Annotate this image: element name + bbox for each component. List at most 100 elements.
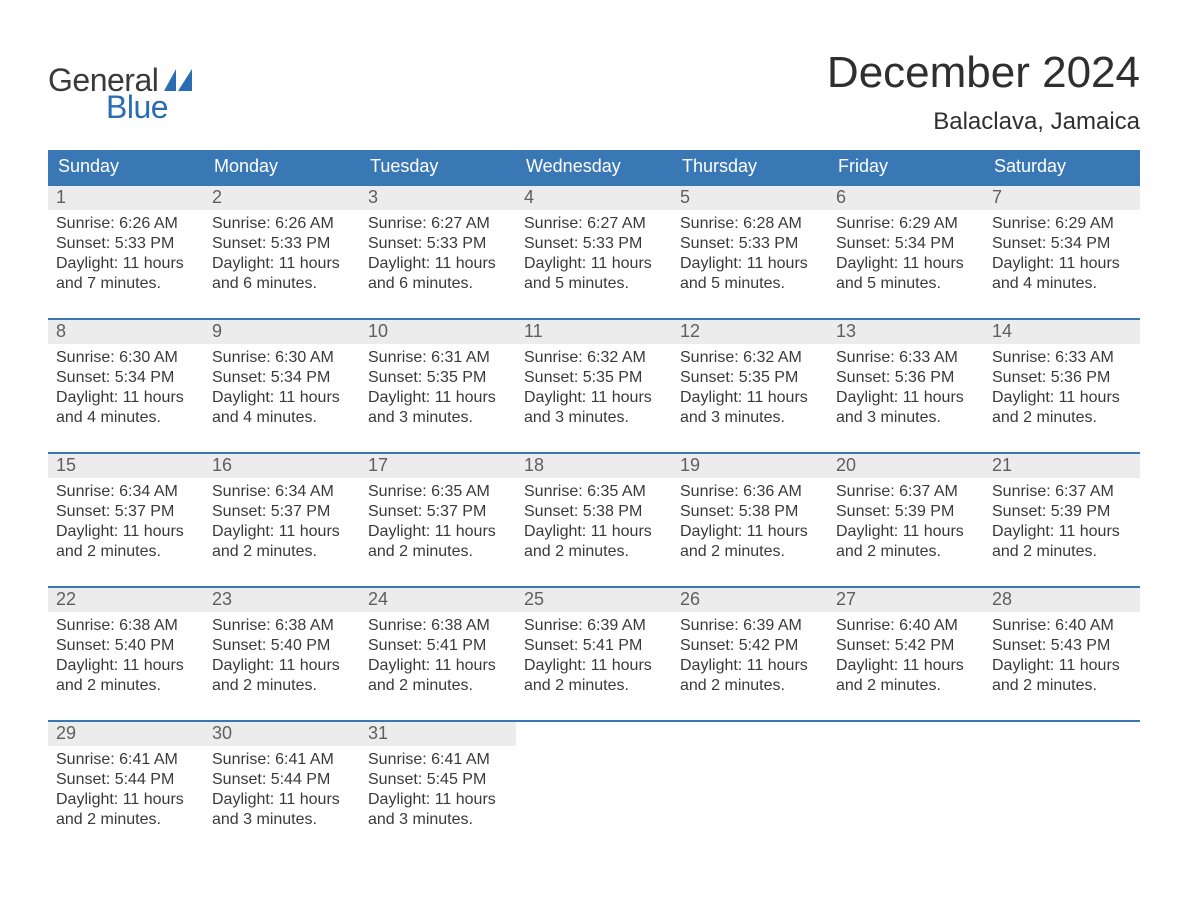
daylight-line: Daylight: 11 hours and 2 minutes. [680,522,820,562]
sunrise-line: Sunrise: 6:28 AM [680,214,820,234]
day-cell: 31Sunrise: 6:41 AMSunset: 5:45 PMDayligh… [360,722,516,840]
day-details: Sunrise: 6:30 AMSunset: 5:34 PMDaylight:… [204,344,360,428]
sunset-line: Sunset: 5:33 PM [524,234,664,254]
day-cell: 26Sunrise: 6:39 AMSunset: 5:42 PMDayligh… [672,588,828,706]
sunset-line: Sunset: 5:38 PM [524,502,664,522]
sunset-line: Sunset: 5:34 PM [836,234,976,254]
sunset-line: Sunset: 5:42 PM [836,636,976,656]
day-details: Sunrise: 6:27 AMSunset: 5:33 PMDaylight:… [516,210,672,294]
day-details: Sunrise: 6:26 AMSunset: 5:33 PMDaylight:… [204,210,360,294]
day-details: Sunrise: 6:26 AMSunset: 5:33 PMDaylight:… [48,210,204,294]
sunrise-line: Sunrise: 6:38 AM [368,616,508,636]
sunset-line: Sunset: 5:38 PM [680,502,820,522]
daylight-line: Daylight: 11 hours and 6 minutes. [368,254,508,294]
daylight-line: Daylight: 11 hours and 2 minutes. [836,522,976,562]
day-cell: 9Sunrise: 6:30 AMSunset: 5:34 PMDaylight… [204,320,360,438]
daylight-line: Daylight: 11 hours and 7 minutes. [56,254,196,294]
sunset-line: Sunset: 5:44 PM [212,770,352,790]
sunrise-line: Sunrise: 6:26 AM [212,214,352,234]
sunrise-line: Sunrise: 6:33 AM [992,348,1132,368]
day-details: Sunrise: 6:39 AMSunset: 5:42 PMDaylight:… [672,612,828,696]
sunrise-line: Sunrise: 6:41 AM [56,750,196,770]
sunrise-line: Sunrise: 6:29 AM [992,214,1132,234]
day-number: 7 [984,186,1140,210]
day-details: Sunrise: 6:34 AMSunset: 5:37 PMDaylight:… [204,478,360,562]
sunset-line: Sunset: 5:41 PM [524,636,664,656]
day-cell: 3Sunrise: 6:27 AMSunset: 5:33 PMDaylight… [360,186,516,304]
day-details: Sunrise: 6:41 AMSunset: 5:44 PMDaylight:… [204,746,360,830]
day-cell: 1Sunrise: 6:26 AMSunset: 5:33 PMDaylight… [48,186,204,304]
day-number: 30 [204,722,360,746]
daylight-line: Daylight: 11 hours and 2 minutes. [836,656,976,696]
day-number: 9 [204,320,360,344]
sunrise-line: Sunrise: 6:38 AM [56,616,196,636]
sunrise-line: Sunrise: 6:36 AM [680,482,820,502]
daylight-line: Daylight: 11 hours and 5 minutes. [680,254,820,294]
day-number: 16 [204,454,360,478]
daylight-line: Daylight: 11 hours and 3 minutes. [524,388,664,428]
sunset-line: Sunset: 5:35 PM [368,368,508,388]
day-number: 29 [48,722,204,746]
sunrise-line: Sunrise: 6:31 AM [368,348,508,368]
day-cell: 23Sunrise: 6:38 AMSunset: 5:40 PMDayligh… [204,588,360,706]
header: General Blue December 2024 Balaclava, Ja… [48,48,1140,136]
day-number: 23 [204,588,360,612]
weekday-header: Tuesday [360,150,516,184]
day-details: Sunrise: 6:29 AMSunset: 5:34 PMDaylight:… [828,210,984,294]
daylight-line: Daylight: 11 hours and 4 minutes. [56,388,196,428]
sunset-line: Sunset: 5:43 PM [992,636,1132,656]
day-cell: 22Sunrise: 6:38 AMSunset: 5:40 PMDayligh… [48,588,204,706]
day-details: Sunrise: 6:38 AMSunset: 5:40 PMDaylight:… [204,612,360,696]
day-cell: 4Sunrise: 6:27 AMSunset: 5:33 PMDaylight… [516,186,672,304]
sunrise-line: Sunrise: 6:34 AM [56,482,196,502]
calendar: Sunday Monday Tuesday Wednesday Thursday… [48,150,1140,840]
sunrise-line: Sunrise: 6:40 AM [992,616,1132,636]
day-number: 13 [828,320,984,344]
sunrise-line: Sunrise: 6:32 AM [524,348,664,368]
week-row: 8Sunrise: 6:30 AMSunset: 5:34 PMDaylight… [48,318,1140,438]
day-number: 31 [360,722,516,746]
week-row: 1Sunrise: 6:26 AMSunset: 5:33 PMDaylight… [48,184,1140,304]
day-number: 22 [48,588,204,612]
day-number: 28 [984,588,1140,612]
day-details: Sunrise: 6:40 AMSunset: 5:43 PMDaylight:… [984,612,1140,696]
sunrise-line: Sunrise: 6:26 AM [56,214,196,234]
weekday-header: Saturday [984,150,1140,184]
sunset-line: Sunset: 5:35 PM [680,368,820,388]
day-cell: 30Sunrise: 6:41 AMSunset: 5:44 PMDayligh… [204,722,360,840]
day-cell: 28Sunrise: 6:40 AMSunset: 5:43 PMDayligh… [984,588,1140,706]
sunrise-line: Sunrise: 6:27 AM [524,214,664,234]
day-number: 14 [984,320,1140,344]
day-cell: 13Sunrise: 6:33 AMSunset: 5:36 PMDayligh… [828,320,984,438]
day-cell: 27Sunrise: 6:40 AMSunset: 5:42 PMDayligh… [828,588,984,706]
day-details: Sunrise: 6:41 AMSunset: 5:44 PMDaylight:… [48,746,204,830]
daylight-line: Daylight: 11 hours and 3 minutes. [212,790,352,830]
sunrise-line: Sunrise: 6:35 AM [524,482,664,502]
day-details: Sunrise: 6:34 AMSunset: 5:37 PMDaylight:… [48,478,204,562]
day-cell: 19 Sunrise: 6:36 AMSunset: 5:38 PMDayligh… [672,454,828,572]
day-number: 18 [516,454,672,478]
sunset-line: Sunset: 5:36 PM [992,368,1132,388]
sunset-line: Sunset: 5:34 PM [992,234,1132,254]
day-cell [984,722,1140,840]
sunset-line: Sunset: 5:39 PM [836,502,976,522]
daylight-line: Daylight: 11 hours and 3 minutes. [836,388,976,428]
sunset-line: Sunset: 5:33 PM [56,234,196,254]
day-number: 12 [672,320,828,344]
sail-icon [164,69,192,96]
day-number: 6 [828,186,984,210]
page-title: December 2024 [827,48,1140,98]
day-details: Sunrise: 6:29 AMSunset: 5:34 PMDaylight:… [984,210,1140,294]
weekday-header: Sunday [48,150,204,184]
daylight-line: Daylight: 11 hours and 3 minutes. [368,388,508,428]
sunset-line: Sunset: 5:37 PM [56,502,196,522]
day-number: 24 [360,588,516,612]
daylight-line: Daylight: 11 hours and 2 minutes. [524,522,664,562]
day-number: 19 [672,454,828,478]
daylight-line: Daylight: 11 hours and 2 minutes. [992,522,1132,562]
day-cell: 25Sunrise: 6:39 AMSunset: 5:41 PMDayligh… [516,588,672,706]
day-cell: 10Sunrise: 6:31 AMSunset: 5:35 PMDayligh… [360,320,516,438]
day-details: Sunrise: 6:32 AMSunset: 5:35 PMDaylight:… [672,344,828,428]
daylight-line: Daylight: 11 hours and 2 minutes. [992,388,1132,428]
day-cell: 14 Sunrise: 6:33 AMSunset: 5:36 PMDayligh… [984,320,1140,438]
